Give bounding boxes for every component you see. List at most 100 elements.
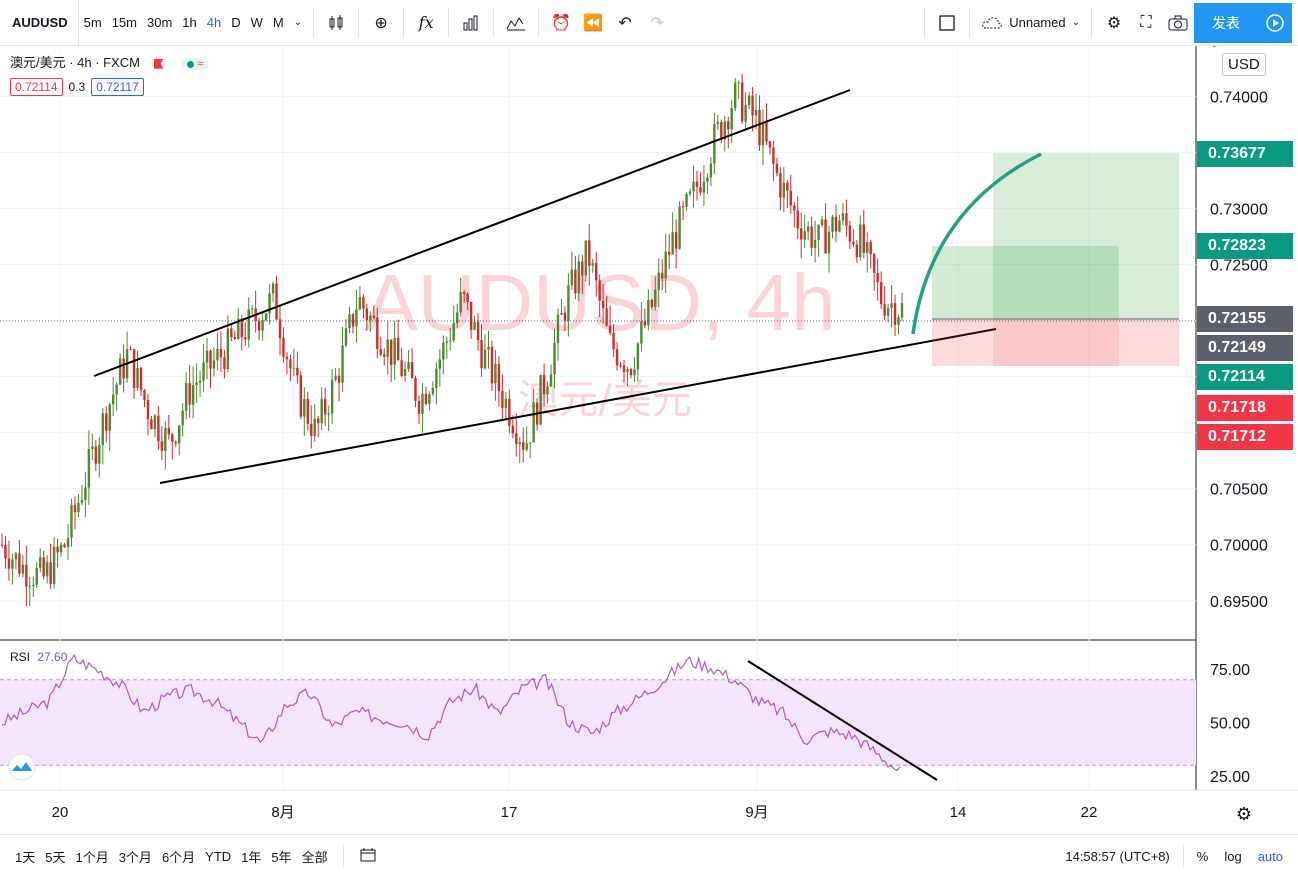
range-ytd[interactable]: YTD — [205, 848, 232, 864]
candle-body — [640, 321, 643, 344]
replay-icon[interactable]: ⏪ — [583, 14, 604, 32]
price-tag[interactable]: 0.71718 — [1197, 395, 1293, 421]
candle-body — [848, 225, 852, 242]
interval-4h[interactable]: 4h — [206, 15, 222, 30]
x-tick-label: 9月 — [745, 804, 768, 821]
range-6m[interactable]: 6个月 — [161, 849, 196, 865]
settings-gear-icon[interactable]: ⚙ — [1106, 14, 1122, 32]
range-all[interactable]: 全部 — [301, 849, 328, 865]
candle-body — [730, 108, 733, 130]
price-chart[interactable]: 20 8月 17 9月 14 22 0.69500 0.70000 0.70500 0.72500… — [0, 46, 1298, 836]
candle-body — [688, 191, 692, 195]
interval-w[interactable]: W — [250, 15, 263, 30]
indicators-icon[interactable]: fx — [418, 13, 434, 32]
redo-icon[interactable]: ↷ — [650, 14, 664, 32]
candle-body — [588, 240, 591, 266]
templates-icon[interactable] — [500, 0, 532, 46]
candle-body — [240, 318, 243, 338]
candle-body — [111, 394, 115, 405]
price-tag[interactable]: 0.71712 — [1197, 424, 1293, 450]
range-5y[interactable]: 5年 — [271, 849, 292, 865]
financials-icon[interactable] — [455, 0, 487, 46]
candle-body — [852, 241, 855, 245]
candle-body — [643, 321, 647, 326]
undo-icon[interactable]: ↶ — [618, 14, 632, 32]
range-1d[interactable]: 1天 — [15, 849, 36, 865]
price-tag[interactable]: 0.72114 — [1197, 364, 1293, 390]
candle-body — [91, 446, 94, 449]
ask-price[interactable]: 0.72117 — [91, 78, 144, 96]
x-tick-label: 14 — [950, 804, 967, 821]
candle-body — [84, 487, 87, 501]
candle-body — [396, 337, 400, 361]
play-button[interactable] — [1258, 2, 1292, 43]
interval-m[interactable]: M — [272, 15, 284, 30]
currency-badge[interactable]: USD — [1222, 53, 1266, 76]
candle-body — [351, 314, 355, 327]
compare-add-icon[interactable]: ⊕ — [374, 14, 388, 32]
candle-body — [734, 82, 737, 109]
chart-legend: 澳元/美元 · 4h · FXCM ≈ — [10, 52, 210, 71]
candle-body — [772, 147, 775, 164]
interval-d[interactable]: D — [231, 15, 241, 30]
stop-zone-overlap — [993, 319, 1119, 366]
range-1m[interactable]: 1个月 — [75, 849, 109, 865]
candle-body — [202, 362, 205, 381]
price-tag[interactable]: 0.72823 — [1197, 233, 1293, 259]
candle-body — [501, 390, 504, 408]
candle-body — [459, 291, 462, 313]
candle-body — [740, 82, 744, 122]
alert-icon[interactable]: ⏰ — [551, 14, 572, 32]
price-tag[interactable]: 0.72149 — [1197, 335, 1293, 361]
candle-body — [518, 441, 521, 445]
x-tick-label: 17 — [501, 804, 518, 821]
interval-30m[interactable]: 30m — [146, 15, 173, 30]
log-toggle[interactable]: log — [1224, 848, 1242, 864]
bid-price[interactable]: 0.72114 — [10, 78, 63, 96]
rsi-legend: RSI 27.60 — [10, 650, 67, 664]
publish-button[interactable]: 发表 — [1194, 2, 1258, 43]
goto-date-icon[interactable] — [354, 847, 382, 866]
candle-body — [619, 365, 622, 367]
candle-body — [393, 337, 396, 365]
layout-name-button[interactable]: Unnamed ⌄ — [976, 0, 1085, 46]
candle-body — [525, 443, 528, 450]
divider — [448, 7, 450, 38]
candle-body — [428, 394, 431, 404]
interval-15m[interactable]: 15m — [111, 15, 137, 30]
candle-body — [581, 261, 584, 276]
legend-status-badge[interactable]: ≈ — [181, 58, 210, 70]
candle-body — [560, 312, 563, 315]
clock-time[interactable]: 14:58:57 (UTC+8) — [1065, 848, 1170, 864]
price-tag[interactable]: 0.73677 — [1197, 141, 1293, 167]
camera-icon[interactable] — [1162, 0, 1194, 46]
range-1y[interactable]: 1年 — [241, 849, 262, 865]
candle-body — [372, 315, 376, 318]
candle-body — [765, 122, 768, 142]
candle-body — [862, 224, 865, 253]
candle-body — [657, 272, 660, 290]
candle-style-icon[interactable] — [320, 0, 352, 46]
candle-body — [268, 293, 271, 314]
candle-body — [720, 121, 723, 140]
candle-body — [271, 283, 275, 294]
price-tag[interactable]: 0.72155 — [1197, 306, 1293, 332]
interval-5m[interactable]: 5m — [83, 15, 102, 30]
candle-body — [845, 213, 848, 226]
candle-body — [18, 553, 21, 574]
fullscreen-layout-icon[interactable] — [931, 0, 963, 46]
interval-1h[interactable]: 1h — [182, 15, 197, 30]
fullscreen-icon[interactable]: ⛶ — [1140, 13, 1152, 31]
symbol-search-button[interactable]: AUDUSD — [0, 0, 79, 46]
interval-dropdown-icon[interactable]: ⌄ — [293, 17, 303, 28]
range-5d[interactable]: 5天 — [45, 849, 66, 865]
auto-toggle[interactable]: auto — [1257, 848, 1283, 864]
percent-toggle[interactable]: % — [1196, 848, 1209, 864]
target-zone-small — [932, 246, 1119, 319]
rsi-label: RSI — [10, 650, 31, 664]
divider — [493, 7, 495, 38]
range-3m[interactable]: 3个月 — [118, 849, 152, 865]
tv-logo-mountain — [12, 762, 32, 771]
candle-body — [487, 346, 490, 350]
candle-body — [292, 367, 296, 369]
